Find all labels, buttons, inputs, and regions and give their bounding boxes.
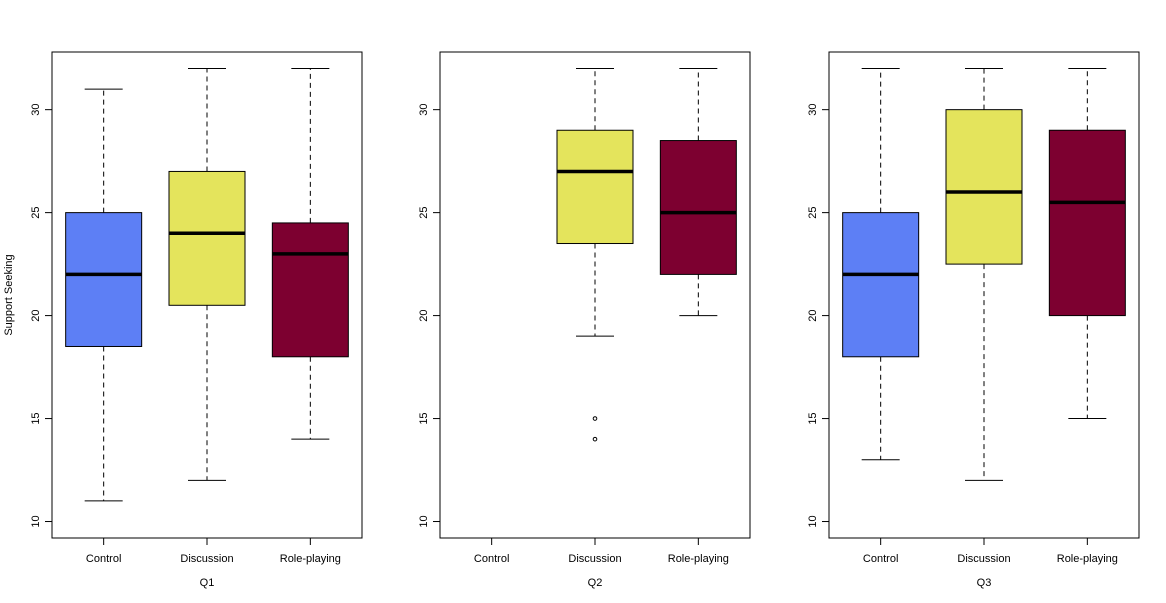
iqr-box [65, 212, 143, 347]
y-tick-label: 25 [418, 207, 430, 219]
x-tick-label: Role-playing [668, 553, 729, 565]
y-tick-label: 10 [30, 515, 42, 527]
y-tick-label: 10 [418, 515, 430, 527]
plot-frame [439, 51, 751, 539]
y-tick-label: 25 [30, 207, 42, 219]
iqr-box [556, 129, 634, 245]
y-tick-label: 30 [807, 104, 819, 116]
iqr-box [271, 222, 349, 358]
box-discussion [556, 67, 634, 442]
x-axis-title: Q2 [588, 577, 603, 589]
y-tick-label: 30 [418, 104, 430, 116]
x-tick-label: Discussion [180, 553, 233, 565]
x-tick-label: Role-playing [280, 553, 341, 565]
box-discussion [945, 67, 1023, 481]
x-axis-title: Q3 [977, 577, 992, 589]
y-tick-label: 15 [30, 412, 42, 424]
y-tick-label: 25 [807, 207, 819, 219]
x-tick-label: Control [863, 553, 898, 565]
x-tick-label: Role-playing [1057, 553, 1118, 565]
y-tick-label: 15 [418, 412, 430, 424]
y-tick-label: 20 [30, 309, 42, 321]
y-tick-label: 30 [30, 104, 42, 116]
x-tick-label: Discussion [568, 553, 621, 565]
box-role-playing [271, 67, 349, 440]
y-tick-label: 20 [418, 309, 430, 321]
x-axis-title: Q1 [200, 577, 215, 589]
y-tick-label: 20 [807, 309, 819, 321]
x-tick-label: Control [474, 553, 509, 565]
x-tick-label: Discussion [957, 553, 1010, 565]
iqr-box [1048, 129, 1126, 317]
box-role-playing [1048, 67, 1126, 420]
box-control [842, 67, 920, 461]
y-tick-label: 10 [807, 515, 819, 527]
iqr-box [945, 109, 1023, 265]
outlier-point [592, 416, 598, 421]
panel-q2: 10 15 20 25 30 Control Discussion Role-playing Q… [418, 51, 751, 589]
y-axis-title: Support Seeking [3, 254, 15, 335]
x-tick-label: Control [86, 553, 121, 565]
iqr-box [842, 212, 920, 358]
iqr-box [168, 170, 246, 306]
box-control [65, 88, 143, 502]
box-discussion [168, 67, 246, 481]
y-tick-label: 15 [807, 412, 819, 424]
iqr-box [659, 140, 737, 275]
panel-q3: 10 15 20 25 30 Control Discussion Role-playing Q… [807, 51, 1140, 589]
outlier-point [592, 436, 598, 442]
box-role-playing [659, 67, 737, 317]
panel-q1: 10 15 20 25 30 Control Discussion Role-playing Q… [30, 51, 363, 589]
